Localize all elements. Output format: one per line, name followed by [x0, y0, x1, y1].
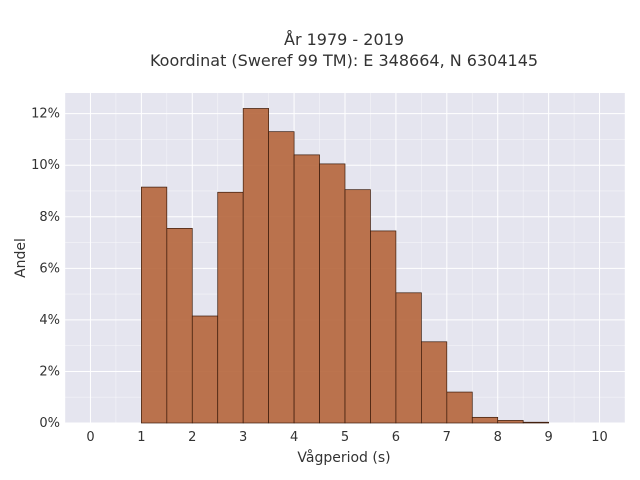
histogram-bar [217, 191, 244, 424]
y-axis-label: Andel [13, 238, 29, 278]
y-tick-label: 6% [39, 261, 60, 276]
histogram-bar [421, 341, 448, 424]
x-tick-label: 10 [591, 430, 608, 445]
histogram-bar [242, 108, 269, 424]
histogram-bar [166, 228, 193, 424]
x-tick-label: 7 [443, 430, 451, 445]
chart-title-line-2: Koordinat (Sweref 99 TM): E 348664, N 63… [150, 51, 538, 70]
histogram-bar [141, 186, 168, 424]
y-tick-labels: 0% 2% 4% 6% 8% 10% 12% [31, 107, 60, 431]
histogram-bar [522, 421, 549, 424]
x-tick-label: 4 [290, 430, 298, 445]
histogram-bar [319, 163, 346, 424]
bars [141, 108, 549, 424]
histogram-bar [268, 131, 295, 424]
x-tick-label: 9 [544, 430, 552, 445]
y-tick-label: 12% [31, 107, 60, 122]
x-tick-label: 1 [137, 430, 145, 445]
histogram-bar [471, 416, 499, 424]
histogram-bar [497, 420, 524, 424]
y-tick-label: 10% [31, 158, 60, 173]
x-tick-label: 5 [341, 430, 349, 445]
y-tick-label: 2% [39, 364, 60, 379]
histogram-bar [395, 292, 422, 424]
x-tick-label: 6 [392, 430, 400, 445]
histogram-bar [344, 189, 371, 424]
histogram-bar [293, 154, 320, 424]
y-tick-label: 4% [39, 313, 60, 328]
x-tick-label: 3 [239, 430, 247, 445]
x-tick-label: 2 [188, 430, 196, 445]
x-tick-label: 0 [86, 430, 94, 445]
y-tick-label: 8% [39, 210, 60, 225]
y-tick-label: 0% [39, 416, 60, 431]
x-tick-labels: 0 1 2 3 4 5 6 7 8 9 10 [86, 430, 608, 445]
x-axis-label: Vågperiod (s) [297, 449, 390, 466]
histogram-bar [370, 230, 397, 424]
x-tick-label: 8 [494, 430, 502, 445]
histogram-bar [191, 315, 219, 424]
histogram-bar [446, 391, 473, 424]
chart-title-line-1: År 1979 - 2019 [284, 30, 404, 49]
